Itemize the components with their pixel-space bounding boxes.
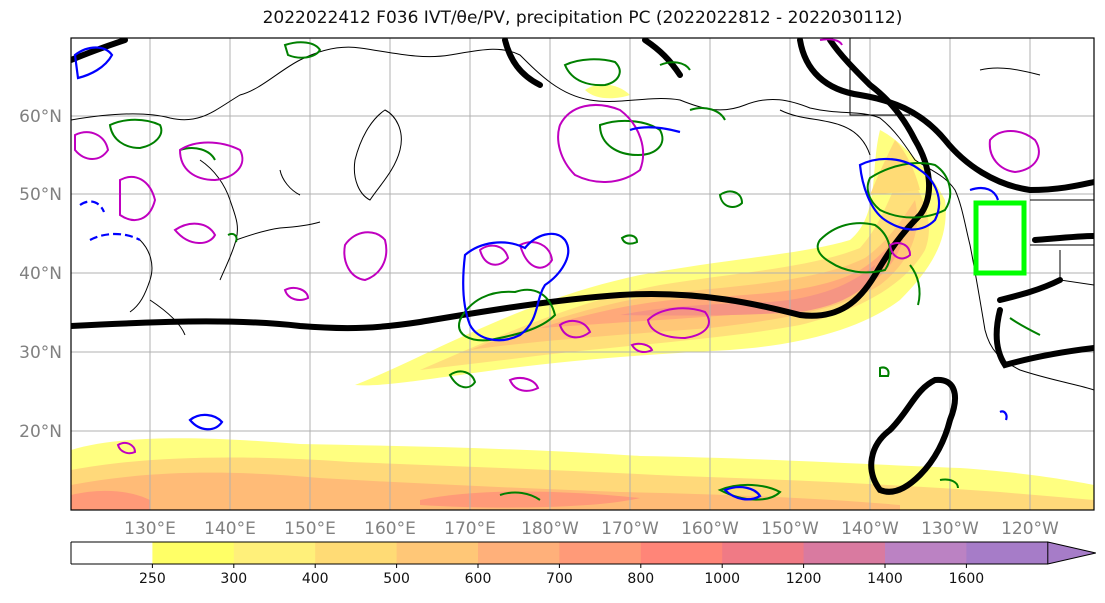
lon-label: 130°W: [921, 519, 979, 539]
colorbar-tick-label: 300: [220, 571, 247, 587]
colorbar-segment: [966, 542, 1049, 564]
lat-label: 20°N: [19, 422, 62, 442]
colorbar: 250 300 400 500 600 700 800 1000 1200 1400 1600: [70, 541, 1096, 587]
colorbar-segment: [396, 542, 479, 564]
colorbar-tick-label: 800: [627, 571, 654, 587]
colorbar-tick-label: 1000: [704, 571, 740, 587]
colorbar-tick-label: 500: [383, 571, 410, 587]
colorbar-segment: [233, 542, 316, 564]
lon-label: 160°E: [364, 519, 416, 539]
colorbar-extend-arrow: [1047, 541, 1096, 565]
lat-label: 30°N: [19, 343, 62, 363]
lon-label: 120°W: [1001, 519, 1059, 539]
longitude-labels: 130°E 140°E 150°E 160°E 170°E 180°W 170°…: [124, 519, 1059, 539]
colorbar-segment: [640, 542, 723, 564]
pv-positive-contours: [74, 38, 1040, 455]
map-frame: [70, 37, 1095, 511]
lon-label: 130°E: [124, 519, 176, 539]
lon-label: 160°W: [681, 519, 739, 539]
colorbar-tick-label: 1400: [867, 571, 903, 587]
lon-label: 140°E: [204, 519, 256, 539]
lat-label: 60°N: [19, 107, 62, 127]
colorbar-segment: [478, 542, 560, 564]
figure-title: 2022022412 F036 IVT/θe/PV, precipitation…: [262, 8, 903, 28]
colorbar-segment: [315, 542, 398, 564]
lon-label: 170°W: [601, 519, 659, 539]
colorbar-segment: [803, 542, 886, 564]
lat-label: 40°N: [19, 264, 62, 284]
colorbar-tick-label: 700: [546, 571, 573, 587]
target-region-box: [973, 200, 1027, 276]
pv-negative-contours: [73, 46, 1008, 501]
colorbar-segment: [885, 542, 967, 564]
colorbar-tick-label: 400: [302, 571, 329, 587]
lon-label: 150°E: [284, 519, 336, 539]
lon-label: 140°W: [841, 519, 899, 539]
lat-label: 50°N: [19, 185, 62, 205]
colorbar-segment: [71, 542, 153, 564]
lon-label: 180°W: [521, 519, 579, 539]
lon-label: 170°E: [444, 519, 496, 539]
lon-label: 150°W: [761, 519, 819, 539]
ivt-shading: [71, 84, 1094, 510]
colorbar-tick-label: 600: [465, 571, 492, 587]
colorbar-segment: [559, 542, 642, 564]
colorbar-tick-label: 1600: [949, 571, 985, 587]
latitude-labels: 60°N 50°N 40°N 30°N 20°N: [19, 107, 62, 442]
colorbar-segment: [722, 542, 805, 564]
colorbar-segment: [152, 542, 235, 564]
map-layers: [71, 38, 1094, 510]
colorbar-tick-label: 250: [139, 571, 166, 587]
theta-e-contours: [108, 41, 1041, 501]
colorbar-tick-label: 1200: [786, 571, 822, 587]
